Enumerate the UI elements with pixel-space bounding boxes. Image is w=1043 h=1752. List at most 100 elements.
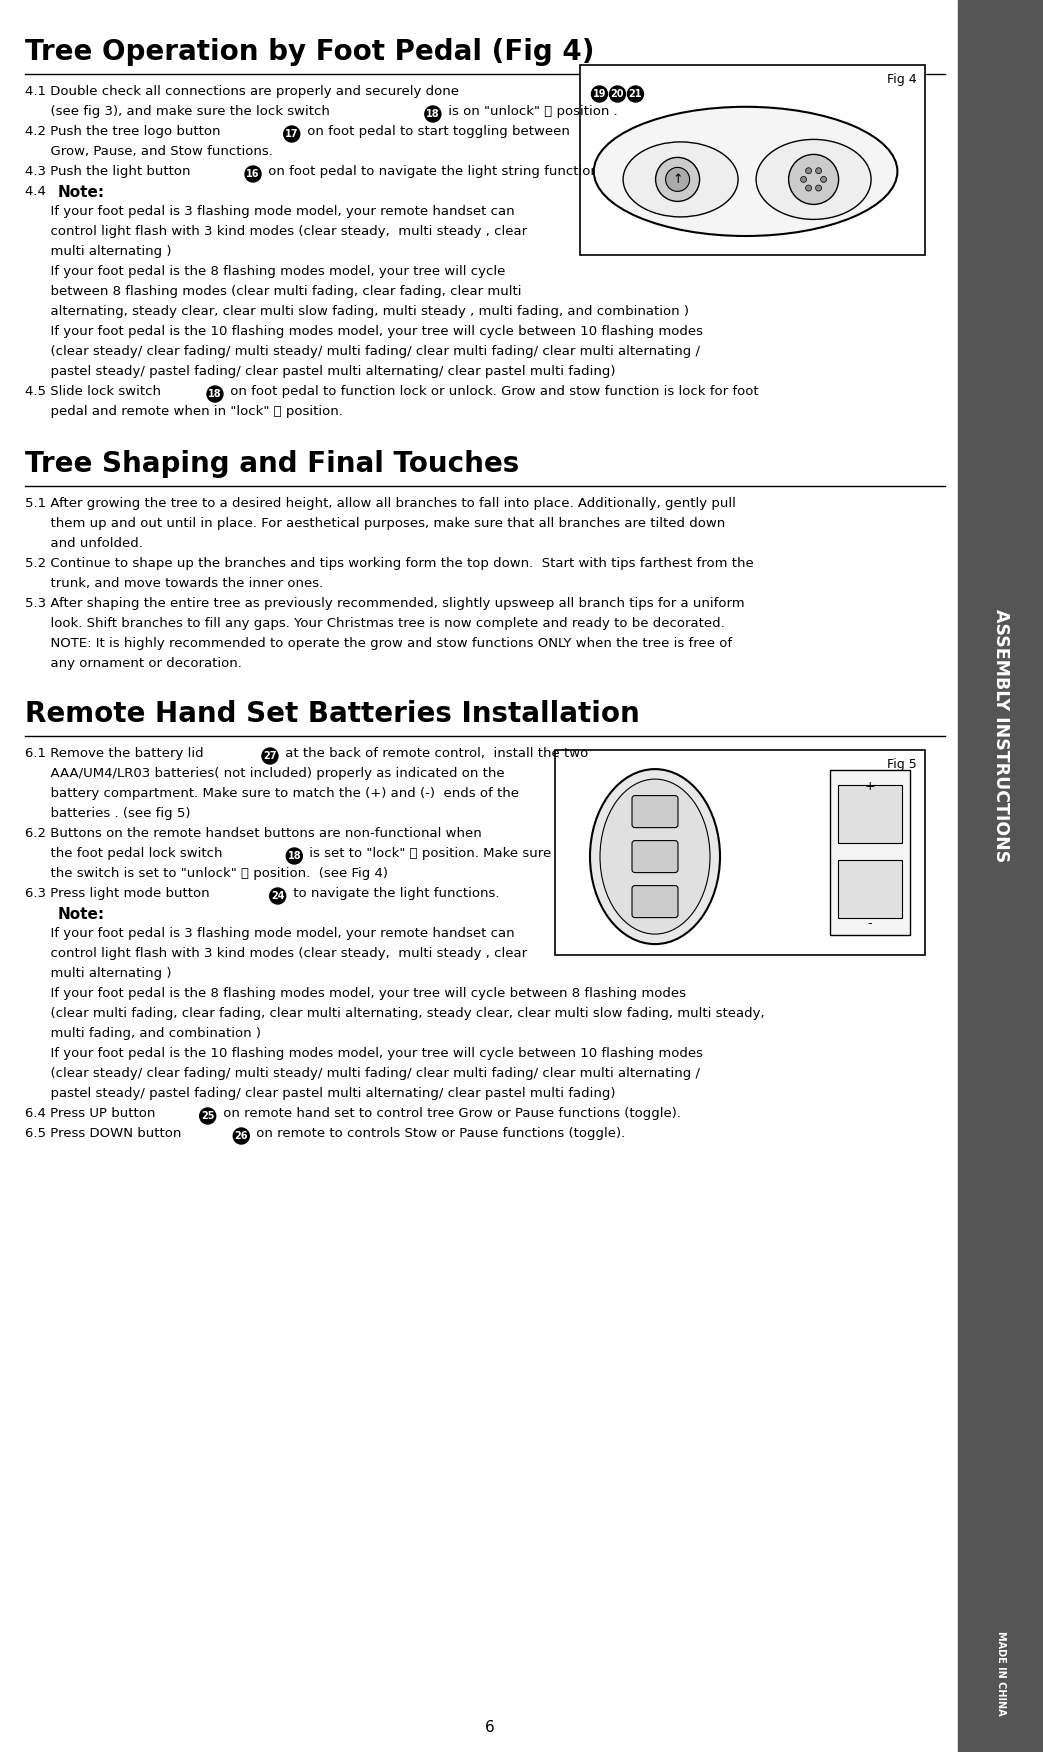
Text: (see fig 3), and make sure the lock switch: (see fig 3), and make sure the lock swit…: [25, 105, 334, 117]
Circle shape: [628, 86, 644, 102]
FancyBboxPatch shape: [632, 795, 678, 827]
Text: on remote to controls Stow or Pause functions (toggle).: on remote to controls Stow or Pause func…: [252, 1127, 626, 1141]
Text: (clear multi fading, clear fading, clear multi alternating, steady clear, clear : (clear multi fading, clear fading, clear…: [25, 1007, 765, 1020]
Text: If your foot pedal is 3 flashing mode model, your remote handset can: If your foot pedal is 3 flashing mode mo…: [25, 205, 514, 217]
Text: 25: 25: [201, 1111, 215, 1121]
Circle shape: [816, 186, 822, 191]
Text: If your foot pedal is the 10 flashing modes model, your tree will cycle between : If your foot pedal is the 10 flashing mo…: [25, 326, 703, 338]
Text: Tree Shaping and Final Touches: Tree Shaping and Final Touches: [25, 450, 519, 478]
Text: Remote Hand Set Batteries Installation: Remote Hand Set Batteries Installation: [25, 701, 639, 729]
Circle shape: [207, 385, 223, 401]
Ellipse shape: [623, 142, 738, 217]
Text: If your foot pedal is 3 flashing mode model, your remote handset can: If your foot pedal is 3 flashing mode mo…: [25, 927, 514, 941]
Circle shape: [287, 848, 302, 864]
Circle shape: [425, 107, 441, 123]
Text: on remote hand set to control tree Grow or Pause functions (toggle).: on remote hand set to control tree Grow …: [219, 1107, 681, 1120]
Text: 26: 26: [235, 1132, 248, 1141]
Circle shape: [665, 168, 689, 191]
Text: on foot pedal to start toggling between: on foot pedal to start toggling between: [302, 124, 569, 138]
Text: between 8 flashing modes (clear multi fading, clear fading, clear multi: between 8 flashing modes (clear multi fa…: [25, 286, 522, 298]
Text: to navigate the light functions.: to navigate the light functions.: [289, 887, 500, 901]
Circle shape: [789, 154, 839, 205]
Text: 5.3 After shaping the entire tree as previously recommended, slightly upsweep al: 5.3 After shaping the entire tree as pre…: [25, 597, 745, 610]
Text: ↑: ↑: [673, 173, 683, 186]
Text: 4.2 Push the tree logo button: 4.2 Push the tree logo button: [25, 124, 224, 138]
Text: 4.1 Double check all connections are properly and securely done: 4.1 Double check all connections are pro…: [25, 86, 463, 98]
Circle shape: [245, 166, 261, 182]
Text: pedal and remote when in "lock" 🔒 position.: pedal and remote when in "lock" 🔒 positi…: [25, 405, 343, 419]
Text: 6.3 Press light mode button: 6.3 Press light mode button: [25, 887, 214, 901]
Text: multi fading, and combination ): multi fading, and combination ): [25, 1027, 261, 1041]
Text: trunk, and move towards the inner ones.: trunk, and move towards the inner ones.: [25, 576, 323, 590]
Text: +: +: [865, 780, 875, 794]
Circle shape: [801, 177, 806, 182]
Text: Note:: Note:: [58, 908, 105, 922]
Text: Fig 5: Fig 5: [888, 759, 917, 771]
Text: 18: 18: [288, 851, 301, 860]
Text: AAA/UM4/LR03 batteries( not included) properly as indicated on the: AAA/UM4/LR03 batteries( not included) pr…: [25, 767, 505, 780]
Bar: [838, 860, 902, 918]
Text: If your foot pedal is the 10 flashing modes model, your tree will cycle between : If your foot pedal is the 10 flashing mo…: [25, 1048, 703, 1060]
Text: alternating, steady clear, clear multi slow fading, multi steady , multi fading,: alternating, steady clear, clear multi s…: [25, 305, 689, 319]
Text: 27: 27: [263, 752, 276, 760]
Circle shape: [199, 1107, 216, 1125]
Text: batteries . (see fig 5): batteries . (see fig 5): [25, 808, 191, 820]
Text: pastel steady/ pastel fading/ clear pastel multi alternating/ clear pastel multi: pastel steady/ pastel fading/ clear past…: [25, 1086, 615, 1100]
Text: Fig 4: Fig 4: [888, 74, 917, 86]
Text: multi alternating ): multi alternating ): [25, 245, 171, 258]
Circle shape: [609, 86, 626, 102]
Text: If your foot pedal is the 8 flashing modes model, your tree will cycle between 8: If your foot pedal is the 8 flashing mod…: [25, 986, 686, 1000]
Circle shape: [805, 186, 811, 191]
Text: 17: 17: [285, 130, 298, 138]
Ellipse shape: [590, 769, 720, 944]
Text: NOTE: It is highly recommended to operate the grow and stow functions ONLY when : NOTE: It is highly recommended to operat…: [25, 638, 732, 650]
Text: battery compartment. Make sure to match the (+) and (-)  ends of the: battery compartment. Make sure to match …: [25, 787, 519, 801]
Text: 6.2 Buttons on the remote handset buttons are non-functional when: 6.2 Buttons on the remote handset button…: [25, 827, 482, 839]
Text: the switch is set to "unlock" 🔓 position.  (see Fig 4): the switch is set to "unlock" 🔓 position…: [25, 867, 388, 880]
Text: multi alternating ): multi alternating ): [25, 967, 171, 979]
Text: 18: 18: [426, 109, 440, 119]
Ellipse shape: [593, 107, 897, 237]
Text: pastel steady/ pastel fading/ clear pastel multi alternating/ clear pastel multi: pastel steady/ pastel fading/ clear past…: [25, 364, 615, 378]
FancyBboxPatch shape: [632, 841, 678, 872]
Text: Grow, Pause, and Stow functions.: Grow, Pause, and Stow functions.: [25, 145, 273, 158]
Text: on foot pedal to function lock or unlock. Grow and stow function is lock for foo: on foot pedal to function lock or unlock…: [226, 385, 758, 398]
Text: 19: 19: [592, 89, 606, 100]
Text: 6.4 Press UP button: 6.4 Press UP button: [25, 1107, 160, 1120]
Circle shape: [270, 888, 286, 904]
Bar: [555, 750, 925, 955]
Text: 16: 16: [246, 168, 260, 179]
Circle shape: [234, 1128, 249, 1144]
Circle shape: [284, 126, 299, 142]
Circle shape: [262, 748, 278, 764]
Text: 6.5 Press DOWN button: 6.5 Press DOWN button: [25, 1127, 186, 1141]
Text: 6: 6: [485, 1719, 495, 1734]
Text: is set to "lock" 🔒 position. Make sure: is set to "lock" 🔒 position. Make sure: [306, 846, 552, 860]
Text: is on "unlock" 🔓 position .: is on "unlock" 🔓 position .: [444, 105, 617, 117]
Bar: [580, 65, 925, 256]
Text: 24: 24: [271, 892, 285, 901]
Bar: [959, 0, 1043, 1752]
Circle shape: [656, 158, 700, 201]
Text: 5.1 After growing the tree to a desired height, allow all branches to fall into : 5.1 After growing the tree to a desired …: [25, 498, 736, 510]
Text: MADE IN CHINA: MADE IN CHINA: [995, 1631, 1005, 1715]
Text: control light flash with 3 kind modes (clear steady,  multi steady , clear: control light flash with 3 kind modes (c…: [25, 224, 527, 238]
Text: at the back of remote control,  install the two: at the back of remote control, install t…: [281, 746, 588, 760]
Text: control light flash with 3 kind modes (clear steady,  multi steady , clear: control light flash with 3 kind modes (c…: [25, 948, 527, 960]
Text: 5.2 Continue to shape up the branches and tips working form the top down.  Start: 5.2 Continue to shape up the branches an…: [25, 557, 754, 569]
Text: any ornament or decoration.: any ornament or decoration.: [25, 657, 242, 669]
Text: 4.3 Push the light button: 4.3 Push the light button: [25, 165, 195, 179]
Text: look. Shift branches to fill any gaps. Your Christmas tree is now complete and r: look. Shift branches to fill any gaps. Y…: [25, 617, 725, 631]
Circle shape: [805, 168, 811, 173]
Text: and unfolded.: and unfolded.: [25, 538, 143, 550]
Text: (clear steady/ clear fading/ multi steady/ multi fading/ clear multi fading/ cle: (clear steady/ clear fading/ multi stead…: [25, 345, 700, 357]
Text: 21: 21: [629, 89, 642, 100]
FancyBboxPatch shape: [632, 885, 678, 918]
Text: ASSEMBLY INSTRUCTIONS: ASSEMBLY INSTRUCTIONS: [992, 610, 1010, 862]
Text: 4.4: 4.4: [25, 186, 50, 198]
Text: 4.5 Slide lock switch: 4.5 Slide lock switch: [25, 385, 165, 398]
Text: Tree Operation by Foot Pedal (Fig 4): Tree Operation by Foot Pedal (Fig 4): [25, 39, 595, 67]
Text: If your foot pedal is the 8 flashing modes model, your tree will cycle: If your foot pedal is the 8 flashing mod…: [25, 265, 506, 279]
Circle shape: [591, 86, 607, 102]
Text: 20: 20: [611, 89, 624, 100]
